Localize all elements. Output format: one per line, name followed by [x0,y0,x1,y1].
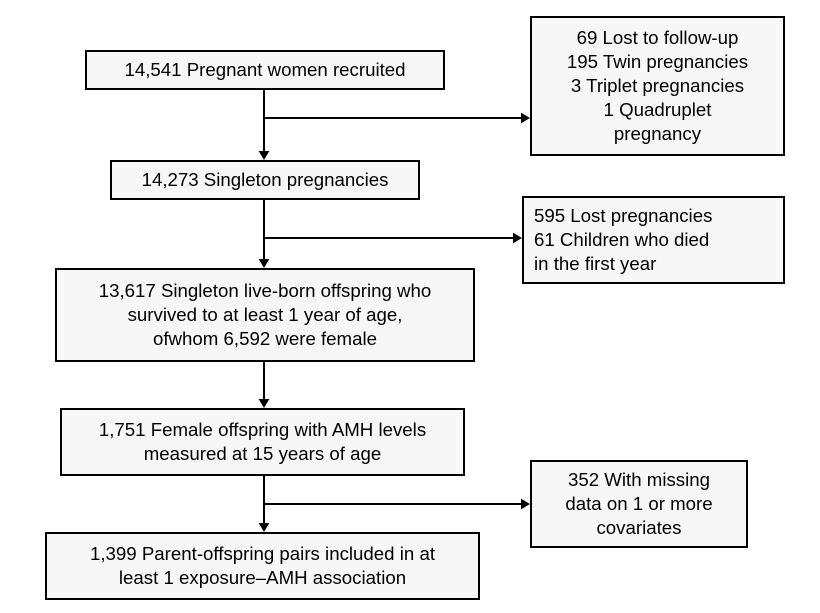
flow-node-label: 69 Lost to follow-up 195 Twin pregnancie… [567,26,748,145]
flow-node-label: 1,751 Female offspring with AMH levels m… [99,418,426,466]
flow-node-n4: 1,751 Female offspring with AMH levels m… [60,408,465,476]
flow-node-label: 1,399 Parent-offspring pairs included in… [90,542,435,590]
flow-node-n3: 13,617 Singleton live-born offspring who… [55,268,475,362]
flow-node-n1: 14,541 Pregnant women recruited [85,50,445,90]
flow-node-e1: 69 Lost to follow-up 195 Twin pregnancie… [530,16,785,156]
flow-node-n2: 14,273 Singleton pregnancies [110,160,420,200]
flowchart-canvas: 14,541 Pregnant women recruited 14,273 Si… [0,0,820,613]
flow-node-label: 14,541 Pregnant women recruited [124,58,405,82]
flow-node-label: 595 Lost pregnancies 61 Children who die… [534,204,712,276]
flow-node-label: 13,617 Singleton live-born offspring who… [99,279,432,351]
flow-node-e3: 352 With missing data on 1 or more covar… [530,460,748,548]
flow-node-e2: 595 Lost pregnancies 61 Children who die… [522,196,785,284]
flow-node-label: 14,273 Singleton pregnancies [142,168,389,192]
flow-node-label: 352 With missing data on 1 or more covar… [565,468,712,540]
flow-node-n5: 1,399 Parent-offspring pairs included in… [45,532,480,600]
